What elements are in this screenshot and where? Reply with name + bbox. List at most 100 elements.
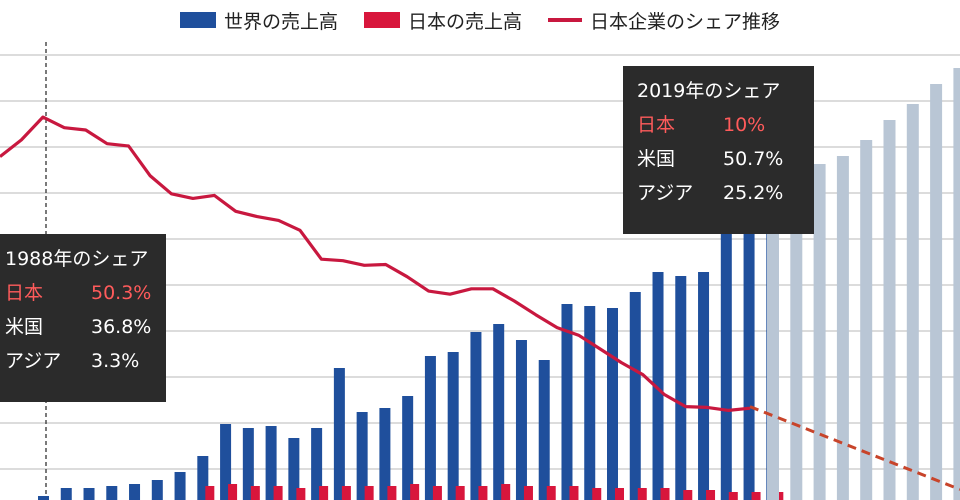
bar-world-sales xyxy=(561,304,573,500)
chart-legend: 世界の売上高 日本の売上高 日本企業のシェア推移 xyxy=(0,0,960,40)
bar-forecast-sales xyxy=(906,104,919,500)
annotation-row-japan: 日本 10% xyxy=(637,108,800,142)
bar-world-sales xyxy=(106,486,118,500)
annotation-row-usa: 米国 50.7% xyxy=(637,142,800,176)
annotation-label: アジア xyxy=(637,182,694,204)
bar-japan-sales xyxy=(569,486,579,500)
bar-japan-sales xyxy=(273,486,283,500)
annotation-title: 1988年のシェア xyxy=(5,248,149,270)
bar-forecast-sales xyxy=(930,84,943,500)
line-forecast-share xyxy=(749,405,960,491)
bar-world-sales xyxy=(60,488,72,500)
bar-world-sales xyxy=(652,272,664,500)
bar-japan-sales xyxy=(615,488,624,500)
bar-japan-sales xyxy=(250,486,260,500)
annotation-value: 25.2% xyxy=(723,182,784,204)
annotation-value: 10% xyxy=(723,114,766,136)
legend-item-japan-share: 日本企業のシェア推移 xyxy=(548,7,780,34)
bar-forecast-sales xyxy=(883,120,896,500)
bar-japan-sales xyxy=(637,488,647,500)
annotation-label: 日本 xyxy=(637,114,676,136)
bar-japan-sales xyxy=(501,484,511,500)
bar-japan-sales xyxy=(341,486,351,500)
bar-japan-sales xyxy=(410,484,420,500)
bar-japan-sales xyxy=(751,492,761,500)
annotation-value: 50.7% xyxy=(723,148,784,170)
bar-world-sales xyxy=(265,426,277,500)
bar-japan-sales xyxy=(228,484,238,500)
bar-world-sales xyxy=(174,472,186,500)
bar-world-sales xyxy=(698,272,710,500)
annotation-row-usa: 米国 36.8% xyxy=(5,310,156,344)
bar-forecast-sales xyxy=(813,164,826,500)
bar-japan-sales xyxy=(387,486,397,500)
bar-japan-sales xyxy=(478,486,488,500)
bar-world-sales xyxy=(584,306,596,500)
bar-japan-sales xyxy=(660,488,670,500)
legend-swatch-japan-sales xyxy=(363,12,400,28)
bar-forecast-sales xyxy=(790,176,803,500)
bar-world-sales xyxy=(470,332,482,500)
bar-world-sales xyxy=(220,424,232,500)
bar-world-sales xyxy=(197,456,209,500)
bar-world-sales xyxy=(242,428,254,500)
bar-world-sales xyxy=(151,480,163,500)
bar-japan-sales xyxy=(546,486,556,500)
legend-item-japan-sales: 日本の売上高 xyxy=(363,7,522,34)
bar-forecast-sales xyxy=(836,156,849,500)
bar-world-sales xyxy=(38,496,49,500)
bar-japan-sales xyxy=(432,486,442,500)
annotation-label: 日本 xyxy=(5,282,44,304)
bar-japan-sales xyxy=(523,486,533,500)
bar-world-sales xyxy=(379,408,391,500)
bar-world-sales xyxy=(629,292,641,500)
bar-world-sales xyxy=(288,438,300,500)
bar-world-sales xyxy=(129,484,141,500)
bar-world-sales xyxy=(607,308,618,500)
bar-world-sales xyxy=(720,220,732,500)
legend-item-world-sales: 世界の売上高 xyxy=(179,7,338,34)
bar-world-sales xyxy=(333,368,345,500)
bar-world-sales xyxy=(83,488,95,500)
bar-world-sales xyxy=(515,340,527,500)
annotation-1988-share: 1988年のシェア 日本 50.3% 米国 36.8% アジア 3.3% xyxy=(0,234,166,402)
bar-world-sales xyxy=(493,324,505,500)
bar-world-sales xyxy=(743,184,755,500)
bar-japan-sales xyxy=(706,490,716,500)
bar-forecast-sales xyxy=(767,204,779,500)
bar-world-sales xyxy=(538,360,550,500)
annotation-row-asia: アジア 3.3% xyxy=(5,344,156,378)
legend-label-world-sales: 世界の売上高 xyxy=(223,10,338,33)
bar-forecast-sales xyxy=(860,140,873,500)
annotation-2019-share: 2019年のシェア 日本 10% 米国 50.7% アジア 25.2% xyxy=(623,66,814,234)
annotation-label: アジア xyxy=(5,350,62,372)
legend-label-japan-sales: 日本の売上高 xyxy=(407,10,522,33)
bar-japan-sales xyxy=(455,486,465,500)
bar-japan-sales xyxy=(205,486,215,500)
bar-japan-sales xyxy=(364,486,374,500)
bar-world-sales xyxy=(424,356,436,500)
annotation-value: 36.8% xyxy=(91,316,152,338)
bar-forecast-sales xyxy=(953,68,960,500)
annotation-label: 米国 xyxy=(5,316,44,338)
bar-japan-sales xyxy=(592,488,602,500)
line-japan-share xyxy=(0,115,751,412)
bar-world-sales xyxy=(447,352,459,500)
annotation-value: 3.3% xyxy=(91,350,140,372)
annotation-row-asia: アジア 25.2% xyxy=(637,176,800,210)
annotation-title: 2019年のシェア xyxy=(637,80,781,102)
bar-world-sales xyxy=(402,396,414,500)
bar-world-sales xyxy=(675,276,687,500)
bar-japan-sales xyxy=(319,486,329,500)
annotation-value: 50.3% xyxy=(91,282,152,304)
legend-swatch-world-sales xyxy=(179,12,216,28)
annotation-label: 米国 xyxy=(637,148,676,170)
bar-world-sales xyxy=(356,412,368,500)
bar-japan-sales xyxy=(683,490,693,500)
bar-japan-sales xyxy=(728,492,738,500)
bar-japan-sales xyxy=(296,488,306,500)
bar-world-sales xyxy=(311,428,323,500)
legend-label-japan-share: 日本企業のシェア推移 xyxy=(590,10,781,33)
annotation-row-japan: 日本 50.3% xyxy=(5,276,156,310)
legend-swatch-japan-share xyxy=(548,18,582,22)
